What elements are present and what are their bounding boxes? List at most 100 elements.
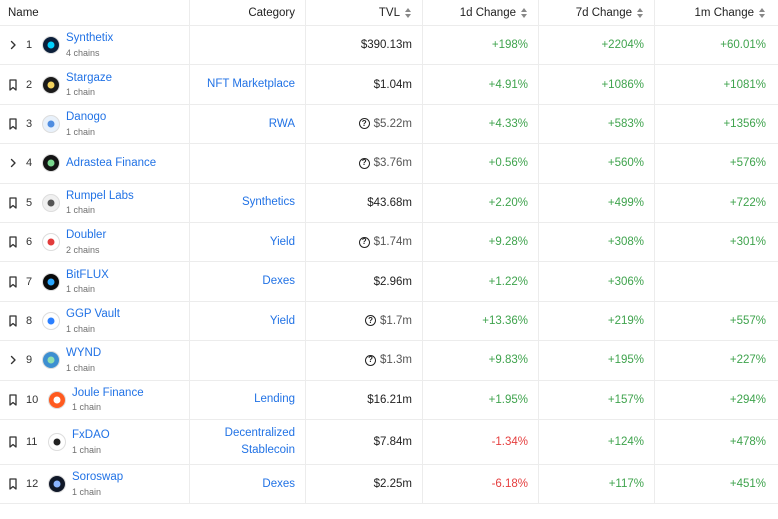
table-row[interactable]: 6 Doubler 2 chains Yield? $1.74m +9.28% +308% +… (0, 222, 778, 263)
question-circle-icon[interactable]: ? (358, 236, 370, 248)
tvl-cell: $2.25m (306, 464, 423, 504)
7d-change-cell: +195% (539, 341, 655, 380)
bookmark-icon[interactable] (6, 78, 20, 92)
category-cell: Lending (190, 380, 306, 419)
1m-change-value: +1356% (723, 117, 766, 130)
tvl-cell: $2.96m (306, 262, 423, 301)
name-cell: 3 Danogo 1 chain (0, 104, 190, 144)
bookmark-icon[interactable] (6, 117, 20, 131)
tvl-value-group: $390.13m (361, 39, 412, 51)
tvl-value-group: ? $1.3m (365, 354, 412, 366)
bookmark-icon[interactable] (6, 477, 20, 491)
protocol-name-link[interactable]: GGP Vault (66, 308, 120, 321)
header-7d-change[interactable]: 7d Change (539, 0, 655, 25)
name-block: Doubler 2 chains (66, 228, 106, 256)
protocol-name-link[interactable]: Soroswap (72, 471, 124, 484)
bookmark-icon[interactable] (6, 235, 20, 249)
1m-change-cell: +478% (655, 420, 778, 464)
tvl-value-group: $43.68m (367, 197, 412, 209)
category-link[interactable]: Yield (269, 314, 295, 327)
chevron-right-icon[interactable] (6, 156, 20, 170)
table-row[interactable]: 8 GGP Vault 1 chain Yield? $1.7m +13.36% +219%… (0, 301, 778, 342)
category-link[interactable]: Dexes (262, 477, 295, 490)
category-link[interactable]: Dexes (262, 275, 295, 288)
protocol-logo (42, 311, 60, 330)
header-name[interactable]: Name (0, 0, 190, 25)
question-circle-icon[interactable]: ? (365, 354, 377, 366)
bookmark-icon[interactable] (6, 435, 20, 449)
1d-change-cell: +1.22% (423, 262, 539, 301)
header-7d-label: 7d Change (575, 6, 632, 19)
category-cell: Yield (190, 222, 306, 262)
1d-change-cell: +198% (423, 26, 539, 65)
protocol-name-link[interactable]: Doubler (66, 229, 107, 242)
protocol-name-link[interactable]: Adrastea Finance (66, 156, 157, 169)
protocol-logo (42, 272, 60, 291)
question-circle-icon[interactable]: ? (358, 157, 370, 169)
1d-change-value: +9.28% (488, 236, 528, 249)
bookmark-icon[interactable] (6, 393, 20, 407)
tvl-value: $2.25m (373, 478, 412, 491)
question-circle-icon[interactable]: ? (365, 315, 377, 327)
rank-number: 8 (26, 314, 33, 327)
table-row[interactable]: 4 Adrastea Finance? $3.76m +0.56% +560% +576% (0, 144, 778, 184)
table-row[interactable]: 9 WYND 1 chain? $1.3m +9.83% +195% +227% (0, 341, 778, 381)
name-block: Synthetix 4 chains (66, 31, 113, 59)
tvl-cell: $16.21m (306, 380, 423, 419)
name-cell: 7 BitFLUX 1 chain (0, 262, 190, 301)
table-row[interactable]: 11 FxDAO 1 chain Decentralized Stablecoin $7… (0, 419, 778, 465)
protocol-name-link[interactable]: Synthetix (66, 32, 114, 45)
chevron-right-icon[interactable] (6, 38, 20, 52)
table-row[interactable]: 5 Rumpel Labs 1 chain Synthetics $43.68m +2.2… (0, 183, 778, 223)
tvl-cell: $43.68m (306, 183, 423, 222)
1d-change-value: +2.20% (488, 196, 528, 209)
table-row[interactable]: 7 BitFLUX 1 chain Dexes $2.96m +1.22% +306% (0, 262, 778, 302)
bookmark-icon[interactable] (6, 314, 20, 328)
rank-number: 3 (26, 117, 33, 130)
1d-change-value: +0.56% (488, 157, 528, 170)
table-row[interactable]: 2 Stargaze 1 chain NFT Marketplace $1.04m +4.… (0, 65, 778, 105)
name-block: Adrastea Finance (66, 156, 156, 172)
header-1m-change[interactable]: 1m Change (655, 0, 778, 25)
header-tvl[interactable]: TVL (306, 0, 423, 25)
table-row[interactable]: 1 Synthetix 4 chains $390.13m +198% +2204% +60… (0, 26, 778, 66)
header-1d-change[interactable]: 1d Change (423, 0, 539, 25)
protocol-name-link[interactable]: BitFLUX (66, 268, 109, 281)
1m-change-value: +301% (729, 236, 766, 249)
name-block: Stargaze 1 chain (66, 71, 112, 99)
category-link[interactable]: Decentralized Stablecoin (224, 427, 295, 456)
question-circle-icon[interactable]: ? (358, 118, 370, 130)
rank-number: 9 (26, 354, 33, 367)
7d-change-cell: +583% (539, 104, 655, 144)
1m-change-value: +478% (729, 435, 766, 448)
protocol-name-link[interactable]: Joule Finance (72, 386, 144, 399)
tvl-cell: $7.84m (306, 419, 423, 464)
bookmark-icon[interactable] (6, 275, 20, 289)
protocol-name-link[interactable]: Rumpel Labs (66, 189, 134, 202)
chain-count: 1 chain (72, 444, 102, 455)
table-row[interactable]: 12 Soroswap 1 chain Dexes $2.25m -6.18% +117% +… (0, 464, 778, 505)
chevron-right-icon[interactable] (6, 353, 20, 367)
protocol-name-link[interactable]: FxDAO (72, 429, 110, 442)
bookmark-icon[interactable] (6, 196, 20, 210)
category-link[interactable]: Lending (254, 393, 295, 406)
protocol-name-link[interactable]: Stargaze (66, 71, 113, 84)
header-category[interactable]: Category (190, 0, 306, 25)
protocol-name-link[interactable]: Danogo (66, 111, 107, 124)
name-cell: 6 Doubler 2 chains (0, 222, 190, 262)
category-link[interactable]: Synthetics (241, 196, 295, 209)
protocol-name-link[interactable]: WYND (66, 347, 102, 360)
1d-change-value: +13.36% (482, 314, 528, 327)
table-row[interactable]: 3 Danogo 1 chain RWA? $5.22m +4.33% +583% +1356… (0, 104, 778, 145)
category-link[interactable]: NFT Marketplace (207, 78, 295, 91)
category-cell: Dexes (190, 464, 306, 504)
table-row[interactable]: 10 Joule Finance 1 chain Lending $16.21m +1.9… (0, 380, 778, 420)
protocol-logo (42, 193, 60, 212)
protocol-logo (42, 75, 60, 94)
1m-change-value: +294% (729, 393, 766, 406)
category-link[interactable]: RWA (268, 117, 295, 130)
1d-change-cell: +1.95% (423, 380, 539, 419)
7d-change-cell: +124% (539, 419, 655, 464)
protocols-table: Name Category TVL 1d Change 7d Change 1m… (0, 0, 778, 505)
category-link[interactable]: Yield (269, 235, 295, 248)
